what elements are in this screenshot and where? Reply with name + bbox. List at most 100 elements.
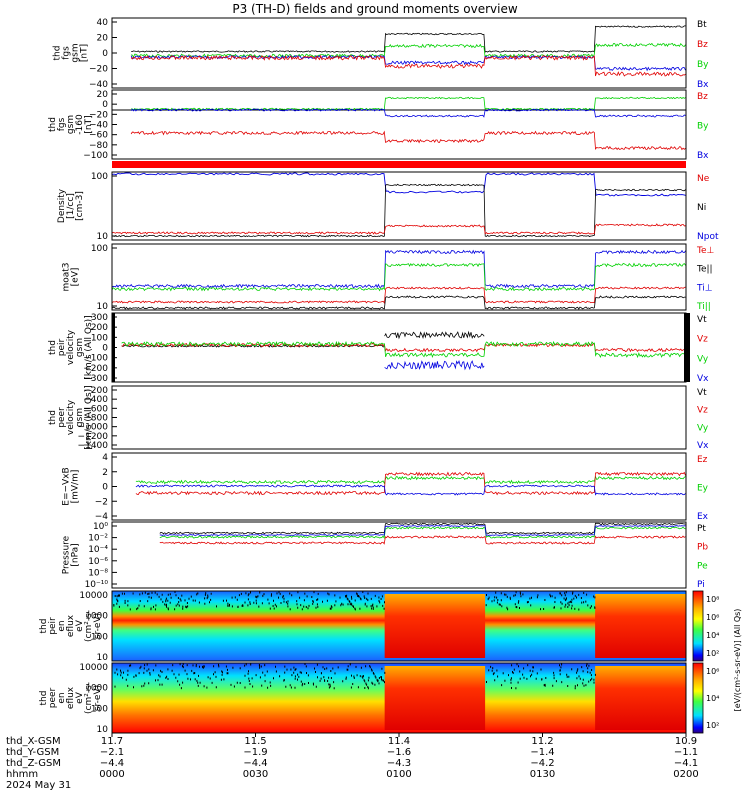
trace-Vx [384, 360, 485, 371]
trace-By2 [131, 96, 686, 111]
y-label-line: [mV/m] [71, 470, 81, 504]
panel-ionspec: 10000 1000 100 10 thd peir en eflux eV (cm²-s-sr-… [39, 591, 117, 663]
y-axis-label: E=−VxB [mV/m] [62, 467, 81, 505]
y-label-line: en [57, 692, 67, 703]
panel-frame [111, 521, 687, 589]
y-label-line: (cm²-s- [84, 682, 94, 714]
y-axis-label: thd peer en eflux eV (cm²-s-sr-eV) [39, 682, 103, 714]
footer-value: −1.4 [530, 747, 554, 758]
legend-Te||: Te|| [696, 265, 713, 275]
legend-Te⊥: Te⊥ [696, 246, 715, 256]
legend-Vt: Vt [697, 315, 707, 325]
peirv-traces [112, 313, 690, 382]
y-tick-label: −80 [89, 141, 108, 151]
y-label-line: thd [48, 340, 58, 355]
y-tick-label: 10000 [79, 663, 108, 673]
y-label-line: eflux [66, 614, 76, 637]
y-label-line: moat3 [62, 262, 72, 291]
footer-value: 0000 [99, 769, 124, 780]
spectrogram-burst-1 [384, 666, 486, 730]
legend-Pe: Pe [697, 561, 708, 571]
y-tick-label: −1000 [78, 423, 109, 433]
density-traces [111, 172, 687, 238]
y-tick-label: 10000 [79, 591, 108, 601]
y-tick-label: 40 [97, 18, 109, 28]
y-label-line: gsm [75, 408, 85, 427]
footer-value: −4.1 [674, 758, 698, 769]
footer-value: −4.4 [243, 758, 267, 769]
footer-row-label: hhmm [6, 769, 38, 780]
trace-Ez [135, 471, 686, 496]
eclipse-bar [112, 161, 686, 168]
y-tick-label: −400 [83, 395, 108, 405]
y-label-line: eV [75, 691, 85, 704]
spectrogram-burst-2 [595, 594, 686, 658]
y-tick-label: 10⁻⁶ [88, 557, 108, 567]
y-tick-label: 300 [91, 313, 108, 323]
colorbar-label: [eV/(cm²-s-sr-eV)] (All Qs) [733, 609, 742, 712]
y-tick-label: 10 [97, 302, 109, 312]
y-tick-label: 10 [97, 653, 109, 663]
y-label-line: (cm²-s- [84, 610, 94, 642]
panel-frame [111, 89, 687, 160]
panel-elecspec: 10000 1000 100 10 thd peer en eflux eV (cm²-s-sr-… [39, 663, 117, 735]
legend-Pt: Pt [697, 524, 706, 534]
y-tick-label: 10⁻⁸ [88, 568, 108, 578]
footer-value: −2.1 [100, 747, 124, 758]
y-tick-label: −20 [89, 65, 108, 75]
y-tick-label: 1000 [85, 684, 108, 694]
trace-Npot [111, 172, 687, 197]
colorbar-tick: 10⁶ [706, 667, 719, 676]
panel-efield: 4 2 0 −2 −4 E=−VxB [mV/m] Ez Ey Ex [62, 453, 709, 522]
panel-frame [111, 452, 687, 521]
y-label-line: fgs [62, 46, 72, 60]
trace-Ni [111, 183, 686, 238]
colorbar-tick: 10² [706, 649, 719, 658]
trace-Bx [130, 54, 686, 72]
colorbar-electron [692, 662, 704, 734]
y-axis-label: thd fgs gsm -160 [nT] [48, 114, 94, 135]
panel-frame [111, 590, 687, 662]
legend-Vx: Vx [697, 374, 709, 384]
y-label-line: [nPa] [71, 543, 81, 566]
panel-frame [111, 243, 687, 311]
y-label-line: velocity [66, 329, 76, 365]
y-axis-label: thd peer velocity gsm [km/s (All Qs)] [48, 385, 94, 449]
colorbar-tick: 10² [706, 721, 719, 730]
colorbar-tick: 10⁴ [706, 631, 719, 640]
legend-Vz: Vz [697, 406, 708, 416]
footer-value: 0100 [386, 769, 411, 780]
y-label-line: [eV] [71, 268, 81, 287]
y-label-line: [1/cc] [66, 193, 76, 219]
y-tick-label: 4 [102, 453, 108, 463]
y-label-line: gsm [66, 115, 76, 134]
legend-Ex: Ex [697, 512, 709, 522]
panel-frame [111, 312, 687, 383]
y-tick-label: −200 [83, 364, 108, 374]
y-tick-label: 100 [91, 244, 108, 254]
y-tick-label: −40 [89, 80, 108, 90]
spectrogram-burst-1 [384, 594, 486, 658]
page-title: P3 (TH-D) fields and ground moments over… [232, 2, 518, 16]
y-tick-label: 200 [91, 323, 108, 333]
panel-temp: 100 10 moat3 [eV] Te⊥ Te|| Ti⊥ Ti|| [62, 244, 715, 312]
panel-fgs: 40 20 0 −20 −40 thd fgs gsm [nT] Bt Bz By Bx [53, 18, 710, 90]
trace-Bx2 [130, 108, 686, 118]
footer-row-label: thd_X-GSM [6, 736, 61, 747]
y-tick-label: 10⁻¹⁰ [85, 580, 109, 590]
y-label-line: gsm [71, 43, 81, 62]
legend-Pi: Pi [697, 580, 705, 590]
legend-Bx: Bx [697, 80, 709, 90]
y-tick-label: 10⁻² [88, 534, 108, 544]
y-tick-label: 2 [102, 468, 108, 478]
temp-traces [111, 249, 686, 310]
y-label-line: eV [75, 619, 85, 632]
fill-right [684, 313, 690, 382]
y-label-line: sr-eV) [93, 613, 103, 639]
y-tick-label: 100 [91, 632, 108, 642]
y-axis-label: moat3 [eV] [62, 262, 81, 291]
y-tick-label: −800 [83, 414, 108, 424]
footer-value: 10.9 [675, 736, 697, 747]
y-tick-label: 100 [91, 333, 108, 343]
